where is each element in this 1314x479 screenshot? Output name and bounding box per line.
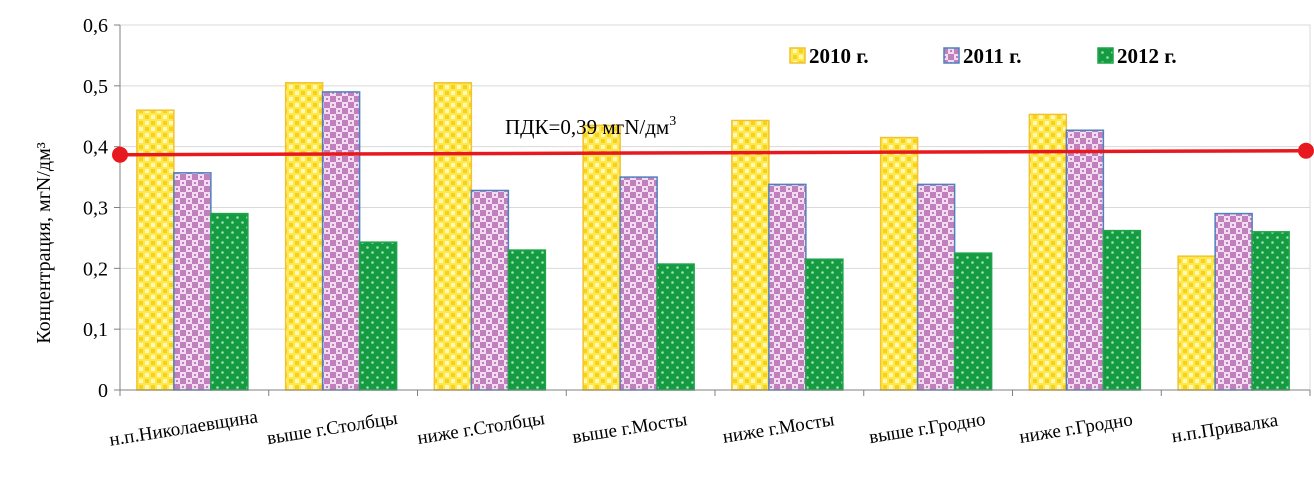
y-tick-label: 0,6 — [83, 15, 108, 37]
bar-2 — [1214, 212, 1253, 391]
bar-3 — [1251, 231, 1290, 391]
x-tick-label: выше г.Столбцы — [266, 408, 400, 449]
bar-1 — [284, 82, 324, 391]
bar-3 — [953, 252, 993, 391]
legend-swatch-2 — [943, 47, 960, 64]
y-tick-label: 0,5 — [83, 76, 108, 98]
bar-3 — [358, 241, 398, 391]
bar-1 — [1177, 255, 1216, 391]
bar-1 — [433, 82, 473, 391]
x-tick-label: ниже г.Мосты — [721, 409, 836, 447]
y-tick-label: 0 — [98, 380, 108, 402]
bar-2 — [619, 176, 658, 391]
legend: 2010 г. 2011 г. 2012 г. — [789, 44, 1177, 68]
bar-2 — [916, 183, 956, 391]
bar-1 — [1028, 113, 1068, 391]
y-tick-label: 0,1 — [83, 319, 108, 341]
bar-1 — [879, 136, 919, 391]
y-axis: 0 0,1 0,2 0,3 0,4 0,5 0,6 — [83, 15, 121, 402]
bar-3 — [805, 258, 844, 391]
x-tick-label: н.п.Привалка — [1170, 410, 1280, 448]
bar-2 — [768, 183, 807, 391]
bar-3 — [210, 212, 249, 391]
y-tick-label: 0,3 — [83, 198, 108, 220]
y-tick-label: 0,4 — [83, 137, 108, 159]
reference-line-end-marker — [1298, 142, 1314, 159]
x-axis: н.п.Николаевщина выше г.Столбцы ниже г.Сто… — [108, 389, 1311, 451]
reference-line-group: ПДК=0,39 мгN/дм3 — [112, 114, 1314, 163]
bar-1 — [731, 119, 770, 391]
legend-label-2: 2011 г. — [963, 44, 1022, 68]
reference-line-label: ПДК=0,39 мгN/дм3 — [505, 114, 676, 139]
bar-1 — [582, 124, 621, 391]
bar-3 — [656, 263, 695, 391]
x-tick-label: ниже г.Столбцы — [416, 408, 547, 449]
legend-swatch-1 — [789, 47, 806, 64]
legend-label-1: 2010 г. — [809, 44, 869, 68]
reference-line-start-marker — [112, 146, 128, 163]
bar-2 — [1065, 129, 1105, 391]
bar-1 — [136, 109, 175, 391]
legend-swatch-3 — [1097, 47, 1114, 64]
bar-2 — [470, 189, 510, 391]
legend-label-3: 2012 г. — [1117, 44, 1177, 68]
x-tick-label: выше г.Мосты — [571, 409, 689, 448]
y-tick-label: 0,2 — [83, 258, 108, 280]
x-tick-label: выше г.Гродно — [868, 409, 987, 448]
reference-line — [119, 149, 1307, 157]
bars — [136, 82, 1290, 391]
bar-2 — [321, 91, 361, 391]
x-tick-label: н.п.Николаевщина — [108, 406, 260, 450]
x-tick-label: ниже г.Гродно — [1018, 409, 1134, 448]
y-axis-title: Концентрация, мгN/дм³ — [33, 142, 55, 343]
bar-3 — [507, 249, 547, 391]
bar-3 — [1102, 229, 1142, 391]
bar-2 — [173, 172, 212, 391]
